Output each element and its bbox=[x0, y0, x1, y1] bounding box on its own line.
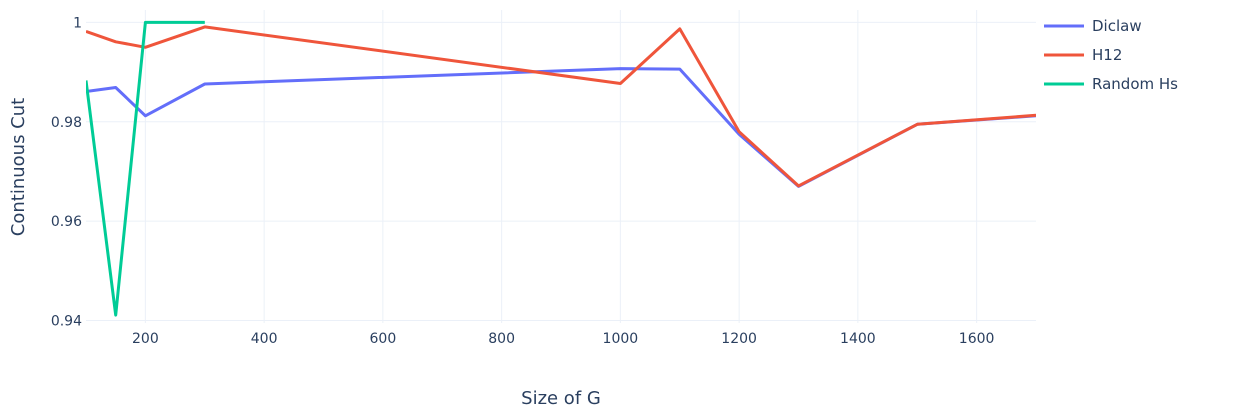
legend-item-diclaw[interactable]: Diclaw bbox=[1044, 17, 1142, 35]
y-axis-ticks: 0.94 0.96 0.98 1 bbox=[51, 15, 82, 329]
x-tick-label: 1000 bbox=[603, 331, 639, 347]
x-tick-label: 600 bbox=[370, 331, 397, 347]
series-line-random-hs bbox=[86, 20, 205, 317]
y-tick-label: 0.96 bbox=[51, 214, 82, 230]
y-tick-label: 0.98 bbox=[51, 115, 82, 131]
y-tick-label: 0.94 bbox=[51, 314, 82, 330]
legend: Diclaw H12 Random Hs bbox=[1044, 17, 1178, 93]
legend-label: Random Hs bbox=[1092, 75, 1178, 93]
x-axis-title: Size of G bbox=[521, 388, 601, 409]
x-tick-label: 1200 bbox=[721, 331, 757, 347]
x-tick-label: 1600 bbox=[959, 331, 995, 347]
y-axis-title: Continuous Cut bbox=[8, 98, 29, 236]
x-axis-ticks: 200 400 600 800 1000 1200 1400 1600 bbox=[132, 331, 994, 347]
gridlines bbox=[86, 10, 1036, 323]
y-tick-label: 1 bbox=[73, 15, 82, 31]
legend-label: Diclaw bbox=[1092, 17, 1142, 35]
legend-label: H12 bbox=[1092, 46, 1122, 64]
x-tick-label: 400 bbox=[251, 331, 278, 347]
x-tick-label: 800 bbox=[488, 331, 515, 347]
series-line-h12 bbox=[86, 25, 1036, 188]
legend-item-random-hs[interactable]: Random Hs bbox=[1044, 75, 1178, 93]
plot-series bbox=[86, 20, 1036, 317]
legend-item-h12[interactable]: H12 bbox=[1044, 46, 1122, 64]
x-tick-label: 200 bbox=[132, 331, 159, 347]
x-tick-label: 1400 bbox=[840, 331, 876, 347]
series-line-diclaw bbox=[86, 67, 1036, 188]
